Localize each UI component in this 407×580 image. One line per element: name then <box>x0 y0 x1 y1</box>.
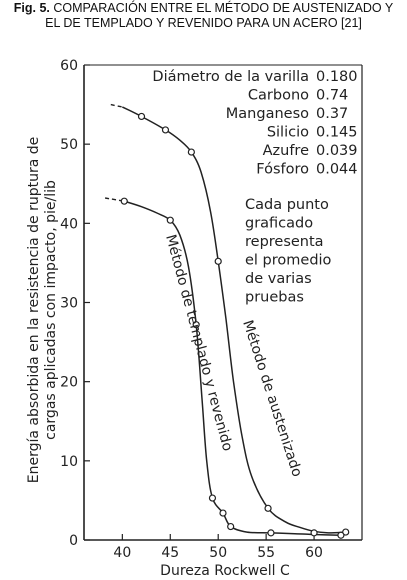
data-point-templado-revenido <box>166 216 174 224</box>
composition-value: 0.039 <box>316 143 358 159</box>
composition-element: Diámetro de la varilla <box>152 69 309 85</box>
y-tick-label: 10 <box>60 454 78 470</box>
data-point-austenizado <box>342 528 350 536</box>
y-tick-label: 60 <box>60 58 78 74</box>
note-line: pruebas <box>245 290 304 306</box>
note-line: graficado <box>245 216 313 232</box>
y-axis-label-line-1: Energía absorbida en la resistencia de r… <box>26 137 42 484</box>
y-axis-label-line-2: cargas aplicadas con impacto, pie/lib <box>43 180 59 440</box>
caption-label: Fig. 5. <box>13 1 50 15</box>
x-axis-ticks: 40 45 50 55 60 <box>113 534 323 561</box>
data-point-templado-revenido <box>227 522 235 531</box>
composition-value: 0.145 <box>316 125 358 141</box>
data-point-templado-revenido <box>208 494 217 502</box>
y-tick-label: 40 <box>60 216 78 232</box>
data-point-austenizado <box>161 126 170 134</box>
data-point-austenizado <box>187 148 195 156</box>
curve-extrapolation-templado-revenido <box>104 197 125 202</box>
composition-table: Diámetro de la varilla 0.180 Carbono 0.74 Ma… <box>152 69 357 178</box>
composition-element: Carbono <box>248 88 309 104</box>
y-tick-label: 0 <box>69 533 78 549</box>
data-point-austenizado <box>310 529 318 537</box>
composition-value: 0.180 <box>316 69 358 85</box>
data-point-templado-revenido <box>120 197 128 205</box>
points-note: Cada punto graficado representa el promedio… <box>245 197 332 306</box>
x-tick-label: 60 <box>305 545 323 561</box>
y-tick-label: 30 <box>60 296 78 312</box>
x-tick-label: 45 <box>161 545 179 561</box>
series-label-templado-revenido: Método de templado y revenido <box>162 233 235 453</box>
series-label-austenizado: Método de austenizado <box>239 318 305 479</box>
note-line: representa <box>245 234 324 250</box>
note-line: de varias <box>245 271 312 287</box>
data-point-templado-revenido <box>219 509 227 517</box>
caption-line-1: Fig. 5. COMPARACIÓN ENTRE EL MÉTODO DE A… <box>0 1 407 16</box>
composition-value: 0.37 <box>316 106 348 122</box>
y-tick-label: 50 <box>60 137 78 153</box>
data-point-templado-revenido <box>192 321 200 329</box>
x-tick-label: 50 <box>209 545 227 561</box>
y-tick-label: 20 <box>60 375 78 391</box>
note-line: el promedio <box>245 253 332 269</box>
curve-extrapolation-austenizado <box>110 103 123 108</box>
x-axis-label: Dureza Rockwell C <box>160 563 290 579</box>
data-point-austenizado <box>137 112 146 121</box>
composition-element: Silicio <box>267 125 309 141</box>
curve-austenizado <box>121 106 346 534</box>
x-tick-label: 40 <box>113 545 131 561</box>
caption-line-2: EL DE TEMPLADO Y REVENIDO PARA UN ACERO … <box>45 16 362 30</box>
note-line: Cada punto <box>245 197 329 213</box>
data-point-austenizado <box>264 504 272 512</box>
data-point-templado-revenido <box>337 531 345 539</box>
x-tick-label: 55 <box>257 545 275 561</box>
composition-value: 0.74 <box>316 88 348 104</box>
data-point-templado-revenido <box>267 529 275 537</box>
composition-element: Azufre <box>263 143 309 159</box>
figure-caption: Fig. 5. COMPARACIÓN ENTRE EL MÉTODO DE A… <box>0 1 407 31</box>
composition-element: Fósforo <box>256 162 309 178</box>
curve-templado-revenido <box>124 200 341 537</box>
caption-text-1: COMPARACIÓN ENTRE EL MÉTODO DE AUSTENIZA… <box>53 1 394 15</box>
y-axis-ticks: 0 10 20 30 40 50 60 <box>60 58 90 549</box>
chart-curves <box>104 103 346 537</box>
composition-value: 0.044 <box>316 162 358 178</box>
composition-element: Manganeso <box>226 106 309 122</box>
chart-points <box>120 112 350 539</box>
data-point-austenizado <box>214 257 222 265</box>
